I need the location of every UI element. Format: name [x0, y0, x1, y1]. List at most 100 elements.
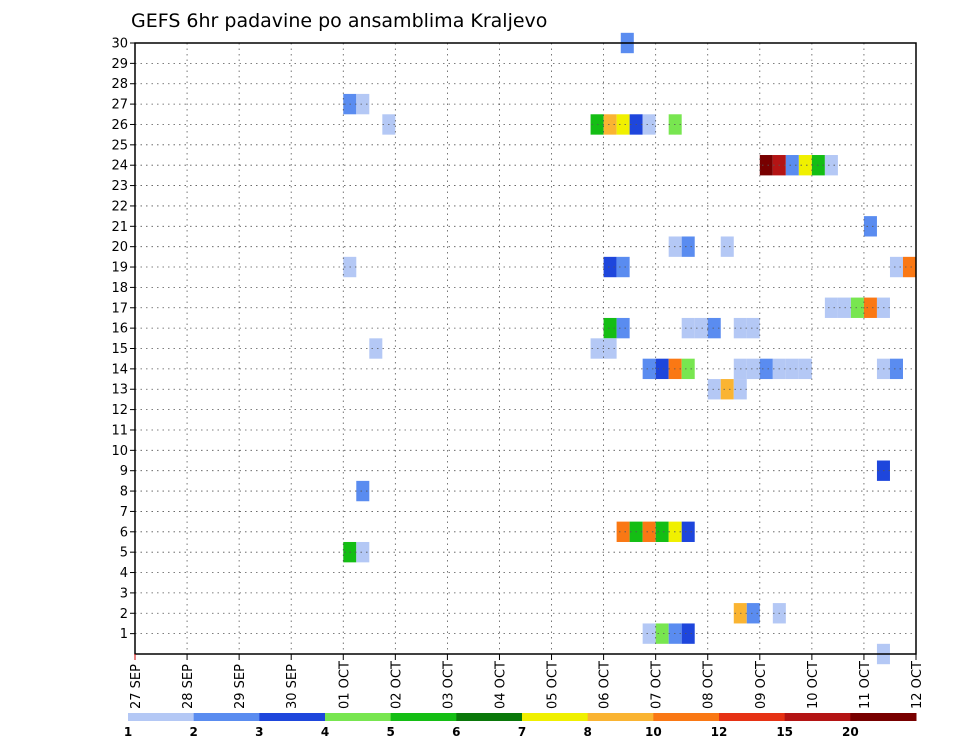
precip-cell-53 [720, 379, 734, 400]
precip-cell-24 [902, 256, 916, 278]
precip-cell-15 [824, 155, 838, 176]
precip-cell-21 [603, 256, 617, 278]
colorbar-swatch [325, 713, 392, 721]
colorbar-label: 7 [518, 725, 526, 739]
precip-cell-32 [681, 317, 695, 339]
grid-layer [135, 42, 916, 654]
precip-cell-8 [642, 114, 656, 135]
y-axis: 1234567891011121314151617181920212223242… [111, 37, 135, 642]
y-tick-label: 29 [111, 57, 128, 72]
precip-cell-34 [707, 317, 721, 339]
colorbar-swatch [390, 713, 457, 721]
precip-cell-26 [837, 297, 851, 318]
y-tick-label: 8 [120, 485, 128, 500]
x-tick-label: 11 OCT [858, 661, 873, 709]
y-tick-label: 21 [111, 220, 128, 235]
y-tick-label: 3 [120, 586, 128, 601]
colorbar-label: 1 [124, 725, 132, 739]
colorbar-label: 20 [842, 725, 859, 739]
x-axis: 27 SEP 28 SEP 29 SEP 30 SEP 01 OCT 02 OCT 03 O… [129, 654, 925, 709]
colorbar-label: 12 [711, 725, 728, 739]
x-tick-label: 04 OCT [493, 661, 508, 709]
x-tick-label: 27 SEP [129, 664, 144, 709]
colorbar-label: 4 [321, 725, 329, 739]
y-tick-label: 7 [120, 505, 128, 520]
y-tick-label: 23 [111, 179, 128, 194]
precip-cell-30 [603, 317, 617, 339]
colorbar-label: 15 [776, 725, 793, 739]
colorbar-label: 3 [255, 725, 263, 739]
x-tick-label: 30 SEP [285, 664, 300, 709]
colorbar-label: 6 [452, 725, 460, 739]
x-tick-label: 12 OCT [910, 661, 925, 709]
precip-cell-49 [798, 358, 812, 380]
x-tick-label: 05 OCT [546, 661, 561, 709]
colorbar-swatch [719, 713, 786, 721]
precip-cell-16 [863, 216, 877, 237]
y-tick-label: 9 [120, 464, 128, 479]
x-tick-label: 06 OCT [598, 661, 613, 709]
precip-cell-52 [707, 379, 721, 400]
y-tick-label: 30 [111, 37, 128, 52]
y-tick-label: 13 [111, 383, 128, 398]
precip-cell-62 [681, 521, 695, 542]
y-tick-label: 5 [120, 546, 128, 561]
y-tick-label: 19 [111, 261, 128, 276]
y-tick-label: 26 [111, 118, 128, 133]
precip-cell-57 [616, 521, 630, 542]
colorbar-label: 8 [583, 725, 591, 739]
precip-cell-66 [746, 603, 760, 624]
colorbar: 1 2 3 4 5 6 7 8 10 12 15 20 [124, 713, 917, 739]
colorbar-swatch [128, 713, 195, 721]
x-tick-label: 07 OCT [650, 661, 665, 709]
colorbar-swatch [653, 713, 720, 721]
precip-cell-31 [616, 317, 630, 339]
precip-cell-22 [616, 256, 630, 278]
colorbar-swatch [193, 713, 260, 721]
y-tick-label: 16 [111, 322, 128, 337]
cells-layer [343, 32, 916, 665]
precip-cell-45 [746, 358, 760, 380]
x-tick-label: 08 OCT [702, 661, 717, 709]
precip-cell-56 [356, 480, 370, 502]
colorbar-label: 10 [645, 725, 662, 739]
precip-cell-59 [642, 521, 656, 542]
y-tick-label: 22 [111, 199, 128, 214]
y-tick-label: 1 [120, 627, 128, 642]
precip-cell-37 [369, 338, 383, 359]
y-tick-label: 28 [111, 77, 128, 92]
y-tick-label: 27 [111, 98, 128, 113]
y-tick-label: 6 [120, 525, 128, 540]
precip-cell-69 [655, 623, 669, 644]
precip-cell-51 [889, 358, 903, 380]
precip-cell-48 [785, 358, 799, 380]
precip-cell-10 [759, 155, 773, 176]
colorbar-swatch [850, 713, 917, 721]
y-tick-label: 17 [111, 301, 128, 316]
precip-cell-13 [798, 155, 812, 176]
precip-cell-33 [694, 317, 708, 339]
x-tick-label: 10 OCT [806, 661, 821, 709]
precip-cell-41 [655, 358, 669, 380]
y-tick-label: 15 [111, 342, 128, 357]
precip-cell-39 [603, 338, 617, 359]
x-tick-label: 01 OCT [337, 661, 352, 709]
y-tick-label: 2 [120, 607, 128, 622]
colorbar-label: 2 [189, 725, 197, 739]
y-tick-label: 10 [111, 444, 128, 459]
y-tick-label: 18 [111, 281, 128, 296]
precip-cell-40 [642, 358, 656, 380]
colorbar-swatch [259, 713, 326, 721]
y-tick-label: 20 [111, 240, 128, 255]
precip-cell-43 [681, 358, 695, 380]
precip-cell-68 [642, 623, 656, 644]
colorbar-swatch [522, 713, 589, 721]
y-tick-label: 11 [111, 423, 128, 438]
y-tick-label: 14 [111, 362, 128, 377]
precip-cell-60 [655, 521, 669, 542]
colorbar-label: 5 [386, 725, 394, 739]
y-tick-label: 12 [111, 403, 128, 418]
x-tick-label: 02 OCT [389, 661, 404, 709]
precip-cell-28 [863, 297, 877, 318]
